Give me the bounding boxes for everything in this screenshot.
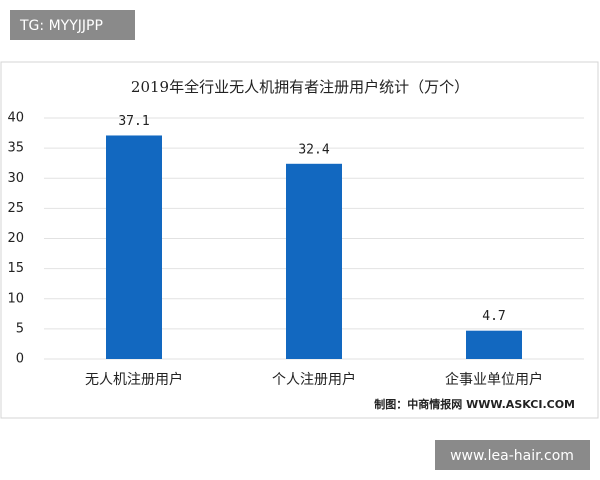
x-tick-label: 个人注册用户 <box>272 371 356 388</box>
source: 制图：中商情报网 WWW.ASKCI.COM <box>374 397 575 411</box>
x-tick-label: 企事业单位用户 <box>445 371 543 388</box>
data-label: 4.7 <box>482 309 505 324</box>
y-tick-label: 30 <box>7 171 24 186</box>
bar <box>466 330 522 359</box>
bar <box>286 163 342 359</box>
y-tick-label: 0 <box>16 352 24 367</box>
y-tick-label: 40 <box>7 111 24 126</box>
x-tick-label: 无人机注册用户 <box>85 371 183 388</box>
chart-title: 2019年全行业无人机拥有者注册用户统计（万个） <box>131 78 469 96</box>
y-tick-label: 25 <box>7 201 24 216</box>
data-label: 32.4 <box>298 142 329 157</box>
data-label: 37.1 <box>118 114 149 129</box>
top-overlay <box>10 10 135 40</box>
y-tick-label: 35 <box>7 141 24 156</box>
bottom-overlay-text: www.lea-hair.com <box>450 448 574 464</box>
y-tick-label: 5 <box>16 321 24 336</box>
y-tick-label: 15 <box>7 261 24 276</box>
top-overlay-text: TG: MYYJJPP <box>19 18 103 34</box>
y-tick-label: 20 <box>7 231 24 246</box>
bar <box>106 135 162 359</box>
y-tick-label: 10 <box>7 291 24 306</box>
bottom-overlay <box>435 440 590 470</box>
